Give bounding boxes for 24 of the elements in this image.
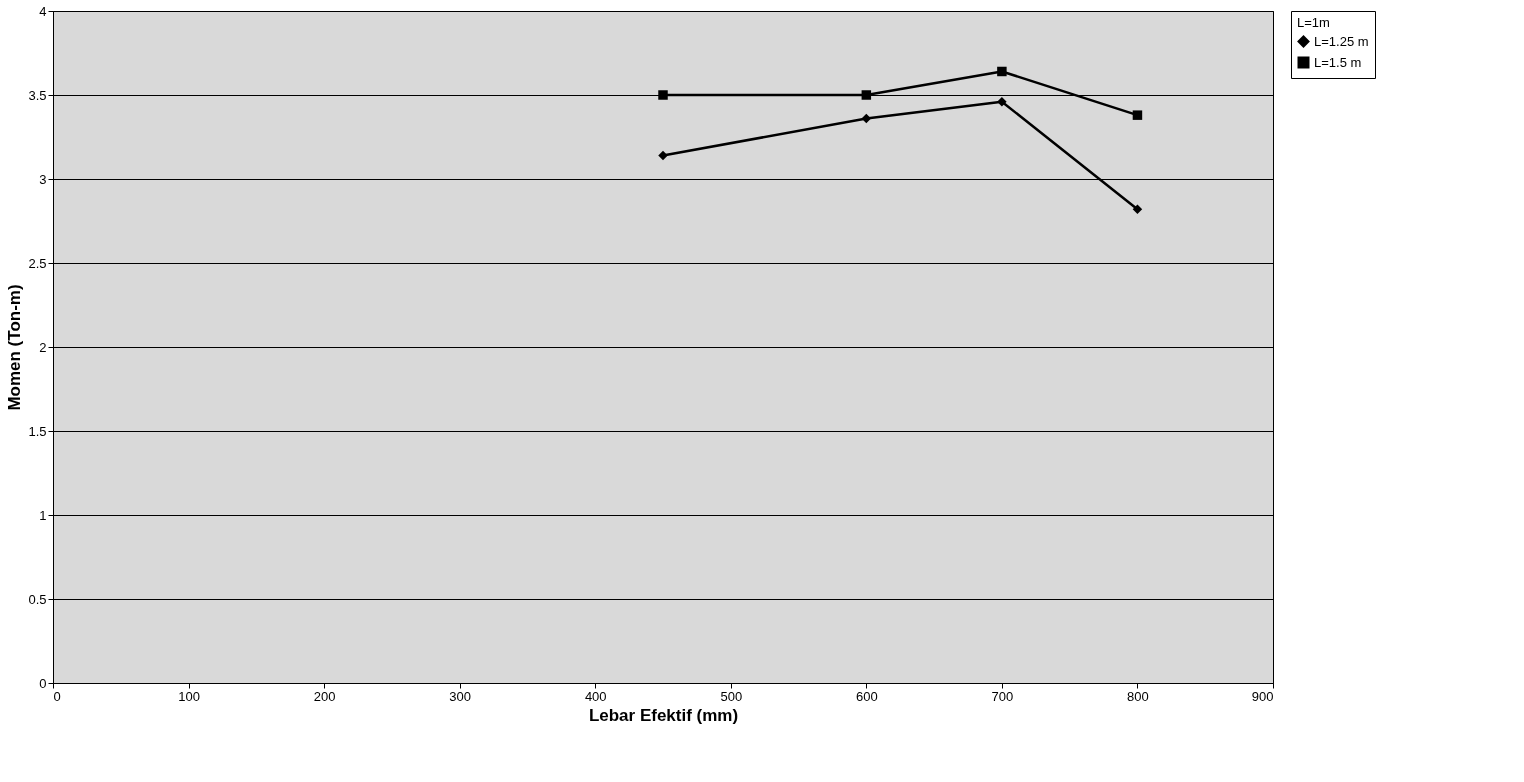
x-tick-label: 500 bbox=[720, 688, 743, 704]
y-tick-label: 0.5 bbox=[28, 591, 47, 607]
x-tick-label: 300 bbox=[449, 688, 472, 704]
legend-title: L=1m bbox=[1297, 15, 1330, 30]
x-tick-label: 400 bbox=[584, 688, 607, 704]
y-tick-label: 1 bbox=[39, 507, 47, 523]
x-tick-label: 100 bbox=[178, 688, 200, 704]
x-axis-title: Lebar Efektif (mm) bbox=[588, 705, 739, 725]
legend-label: L=1.5 m bbox=[1314, 54, 1362, 70]
y-tick-label: 2 bbox=[39, 339, 47, 355]
x-tick-label: 600 bbox=[855, 688, 878, 704]
y-axis-title: Momen (Ton-m) bbox=[5, 284, 25, 411]
x-tick-label: 900 bbox=[1251, 688, 1274, 704]
x-tick-label: 0 bbox=[53, 688, 61, 704]
y-tick-label: 3 bbox=[39, 171, 47, 187]
x-tick-label: 200 bbox=[313, 688, 336, 704]
y-tick-label: 1.5 bbox=[28, 423, 47, 439]
x-tick-label: 700 bbox=[991, 688, 1014, 704]
legend-label: L=1.25 m bbox=[1314, 33, 1369, 49]
y-tick-label: 4 bbox=[39, 3, 47, 19]
y-tick-label: 2.5 bbox=[28, 255, 47, 271]
y-tick-label: 3.5 bbox=[28, 87, 47, 103]
x-tick-label: 800 bbox=[1127, 688, 1149, 704]
y-tick-label: 0 bbox=[39, 675, 47, 691]
